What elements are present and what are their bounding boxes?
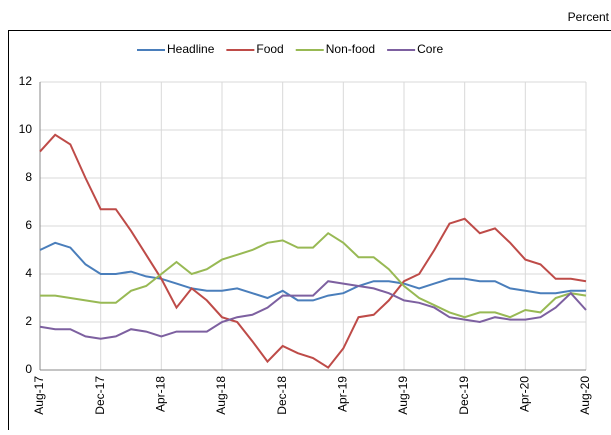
x-tick-label: Apr-20 — [518, 376, 532, 412]
y-tick-label: 12 — [19, 74, 33, 88]
x-tick-label: Apr-19 — [336, 376, 350, 412]
series-line — [40, 281, 586, 339]
y-tick-label: 10 — [19, 122, 33, 136]
x-tick-label: Dec-18 — [275, 376, 289, 415]
y-tick-label: 2 — [25, 314, 32, 328]
y-tick-label: 0 — [25, 362, 32, 376]
x-tick-label: Aug-19 — [396, 376, 410, 415]
y-tick-label: 6 — [25, 218, 32, 232]
x-tick-label: Apr-18 — [154, 376, 168, 412]
y-tick-label: 8 — [25, 170, 32, 184]
series-line — [40, 243, 586, 301]
x-tick-label: Aug-20 — [578, 376, 592, 415]
legend-label: Core — [417, 42, 443, 56]
unit-label: Percent — [568, 10, 610, 24]
legend-label: Headline — [167, 42, 215, 56]
x-tick-label: Aug-17 — [32, 376, 46, 415]
x-tick-label: Dec-19 — [457, 376, 471, 415]
y-tick-label: 4 — [25, 266, 32, 280]
x-tick-label: Dec-17 — [93, 376, 107, 415]
series-line — [40, 233, 586, 317]
legend-label: Food — [256, 42, 283, 56]
x-tick-label: Aug-18 — [214, 376, 228, 415]
legend-label: Non-food — [326, 42, 375, 56]
